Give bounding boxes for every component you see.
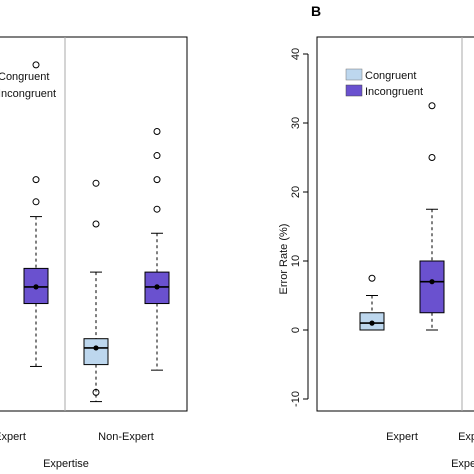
panel-b-ytick-label-2: 10	[290, 255, 302, 267]
panel-b-box-1-box	[419, 260, 445, 314]
panel-a-frame	[0, 36, 188, 412]
panel-a-legend-incongruent: Incongruent	[0, 88, 56, 100]
panel-b-ylabel: Error Rate (%)	[278, 224, 290, 295]
panel-b-ytick-label-0: -10	[290, 391, 302, 407]
panel-b-box-0-outlier-0	[368, 274, 376, 282]
panel-a-box-0-outlier-0	[92, 220, 100, 228]
panel-b-ytick-label-3: 20	[290, 186, 302, 198]
panel-b-legend-incongruent-swatch	[345, 84, 363, 97]
panel-b-ytick-label-1: 0	[290, 327, 302, 333]
panel-b-xtick-expert: Expert	[386, 431, 418, 443]
panel-b-box-1-outlier-0	[428, 154, 436, 161]
panel-b-xtick-second: Expert	[458, 431, 474, 443]
panel-a-box-1-outlier-0	[153, 205, 161, 213]
panel-a-box-2-outlier-1	[32, 176, 40, 184]
panel-b-box-0-mean-point	[369, 320, 375, 326]
panel-a-box-1-mean-point	[154, 284, 160, 290]
panel-b-ytick-label-5: 40	[290, 48, 302, 60]
panel-a-plot-area	[23, 61, 170, 403]
panel-a-box-2-outlier-0	[32, 198, 40, 206]
panel-b-box-1-mean-point	[429, 279, 435, 285]
panel-a-box-1-outlier-1	[153, 176, 161, 184]
panel-a-box-1-outlier-2	[153, 152, 161, 160]
panel-a: Congruent Incongruent Expert Non-Expert …	[0, 36, 188, 470]
panel-a-box-2-outlier-2	[32, 61, 40, 69]
panel-b-frame	[316, 36, 474, 412]
panel-a-xlabel: Expertise	[43, 458, 89, 470]
panel-a-box-0-mean-point	[93, 345, 99, 351]
panel-a-box-0-outlier-1	[92, 179, 100, 187]
panel-b-legend-congruent: Congruent	[365, 70, 416, 82]
panel-b-y-axis: -10 0 10 20 30 40	[290, 48, 309, 407]
panel-a-xtick-nonexpert: Non-Expert	[98, 431, 154, 443]
panel-b-box-1-outlier-1	[428, 102, 436, 110]
panel-a-box-0-box	[83, 338, 109, 366]
panel-b-legend-congruent-swatch	[345, 68, 363, 81]
panel-b-plot-area	[359, 102, 445, 331]
panel-a-box-1-outlier-3	[153, 128, 161, 135]
panel-a-box-0-outlier-2	[92, 388, 100, 396]
panel-a-box-2-mean-point	[33, 284, 39, 290]
panel-b-letter: B	[311, 3, 321, 19]
panel-a-xtick-expert: Expert	[0, 431, 26, 443]
panel-b-legend-incongruent: Incongruent	[365, 86, 423, 98]
panel-b-xlabel: Expertise	[451, 458, 474, 470]
panel-a-legend-congruent: Congruent	[0, 71, 49, 83]
panel-b-ytick-label-4: 30	[290, 117, 302, 129]
